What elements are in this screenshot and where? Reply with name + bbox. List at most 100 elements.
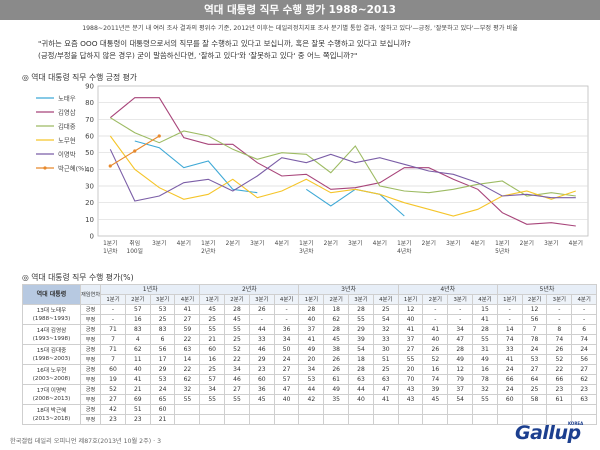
value-cell-negative bbox=[521, 414, 548, 425]
header-quarter: 1분기 bbox=[397, 294, 424, 305]
value-cell-positive: 37 bbox=[298, 324, 325, 335]
series-point-5 bbox=[108, 164, 112, 168]
row-type-positive: 긍정 bbox=[79, 364, 102, 375]
president-name: 13대 노태우 (1988~1993) bbox=[22, 304, 81, 325]
value-cell-positive: 18 bbox=[323, 304, 350, 315]
y-tick-label: 60 bbox=[85, 133, 94, 141]
value-cell-negative: 53 bbox=[521, 354, 548, 365]
header-quarter: 2분기 bbox=[224, 294, 250, 305]
value-cell-negative: 41 bbox=[298, 334, 325, 345]
value-cell-positive: 49 bbox=[298, 344, 325, 355]
value-cell-positive bbox=[447, 404, 474, 415]
value-cell-negative: 11 bbox=[124, 354, 151, 365]
x-tick-label: 3분기 bbox=[544, 239, 558, 247]
value-cell-positive: 41 bbox=[397, 324, 424, 335]
value-cell-negative: 45 bbox=[248, 394, 275, 405]
x-tick-label: 4분기 bbox=[569, 239, 583, 247]
value-cell-positive: 32 bbox=[472, 384, 498, 395]
table-row: 18대 박근혜 (2013~2018) 긍정 42 51 60 bbox=[22, 404, 598, 425]
value-cell-positive: 30 bbox=[372, 344, 399, 355]
question-line-1: "귀하는 요즘 OOO 대통령이 대통령으로서의 직무를 잘 수행하고 있다고 … bbox=[38, 39, 411, 48]
x-tick-label: 2분기 bbox=[422, 239, 436, 247]
value-cell-negative bbox=[496, 414, 523, 425]
value-cell-negative: 74 bbox=[546, 334, 573, 345]
value-cell-positive: 29 bbox=[348, 324, 374, 335]
value-cell-negative: 54 bbox=[372, 314, 399, 325]
value-cell-negative: 55 bbox=[224, 394, 250, 405]
value-cell-positive: 24 bbox=[496, 364, 523, 375]
row-type-negative: 부정 bbox=[79, 314, 102, 325]
table-section-label: 역대 대통령 직무 수행 평가(%) bbox=[31, 273, 134, 282]
value-cell-negative: 17 bbox=[149, 354, 176, 365]
footer-note: 한국갤럽 데일리 오피니언 제87호(2013년 10월 2주) · 3 bbox=[10, 438, 162, 445]
value-cell-positive: 44 bbox=[298, 384, 325, 395]
president-name: 18대 박근혜 (2013~2018) bbox=[22, 404, 81, 425]
value-cell-negative: 7 bbox=[100, 334, 126, 345]
x-tick-label: 2분기 bbox=[520, 239, 534, 247]
president-name: 17대 이명박 (2008~2013) bbox=[22, 384, 81, 405]
row-type-negative: 부정 bbox=[79, 334, 102, 345]
page-header: 역대 대통령 직무 수행 평가 1988~2013 bbox=[0, 0, 600, 20]
value-cell-negative: 60 bbox=[496, 394, 523, 405]
x-tick-label: 취임 bbox=[129, 239, 140, 247]
page-subtitle: 1988~2011년은 분기 내 여러 조사 결과의 평위수 기준, 2012년… bbox=[82, 25, 518, 32]
value-cell-negative: 61 bbox=[546, 394, 573, 405]
value-cell-negative: 78 bbox=[472, 374, 498, 385]
series-line-4 bbox=[109, 149, 576, 202]
value-cell-positive: 23 bbox=[546, 384, 573, 395]
x-tick-label: 2년차 bbox=[201, 247, 216, 255]
value-cell-positive: 47 bbox=[273, 384, 300, 395]
value-cell-positive: 24 bbox=[521, 344, 548, 355]
y-tick-label: 20 bbox=[85, 199, 94, 207]
value-cell-positive: 34 bbox=[298, 364, 325, 375]
x-tick-label: 2분기 bbox=[226, 239, 240, 247]
value-cell-negative: 49 bbox=[472, 354, 498, 365]
value-cell-positive: 23 bbox=[248, 364, 275, 375]
x-tick-label: 4분기 bbox=[471, 239, 485, 247]
value-cell-negative bbox=[546, 414, 573, 425]
value-cell-negative: - bbox=[496, 314, 523, 325]
row-type-negative: 부정 bbox=[79, 414, 102, 425]
value-cell-negative: 53 bbox=[149, 374, 176, 385]
value-cell-positive: 24 bbox=[496, 384, 523, 395]
value-cell-negative: 40 bbox=[298, 314, 325, 325]
value-cell-positive: 56 bbox=[149, 344, 176, 355]
value-cell-positive bbox=[546, 404, 573, 415]
header-quarter: 1분기 bbox=[298, 294, 325, 305]
table-row: 부정 7 4 6 22 21 25 33 34 41 45 39 33 37 40 47 55 74 78 74 74 bbox=[23, 334, 598, 345]
value-cell-negative: 47 bbox=[447, 334, 474, 345]
value-cell-negative: 62 bbox=[174, 374, 201, 385]
value-cell-positive: 26 bbox=[323, 364, 350, 375]
row-type-positive: 긍정 bbox=[79, 324, 102, 335]
value-cell-positive: 28 bbox=[298, 304, 325, 315]
term-years: (2013~2018) bbox=[32, 415, 71, 422]
x-tick-label: 4분기 bbox=[275, 239, 289, 247]
value-cell-positive: 41 bbox=[174, 304, 201, 315]
value-cell-positive: 22 bbox=[546, 364, 573, 375]
value-cell-negative: 7 bbox=[100, 354, 126, 365]
value-cell-negative: 49 bbox=[447, 354, 474, 365]
value-cell-negative bbox=[348, 414, 374, 425]
value-cell-positive bbox=[422, 404, 449, 415]
value-cell-negative: 74 bbox=[571, 334, 598, 345]
value-cell-negative: 51 bbox=[372, 354, 399, 365]
value-cell-positive: 44 bbox=[348, 384, 374, 395]
president-label: 17대 이명박 bbox=[36, 387, 67, 394]
value-cell-positive: 16 bbox=[472, 364, 498, 375]
value-cell-positive: 49 bbox=[323, 384, 350, 395]
value-cell-positive: 51 bbox=[124, 404, 151, 415]
value-cell-positive bbox=[348, 404, 374, 415]
term-years: (2008~2013) bbox=[32, 395, 71, 402]
value-cell-positive bbox=[323, 404, 350, 415]
value-cell-negative: 63 bbox=[372, 374, 399, 385]
value-cell-negative: 25 bbox=[199, 314, 226, 325]
value-cell-positive: 44 bbox=[248, 324, 275, 335]
value-cell-positive: 36 bbox=[248, 384, 275, 395]
header-quarter: 2분기 bbox=[323, 294, 350, 305]
president-name: 16대 노무현 (2003~2008) bbox=[22, 364, 81, 385]
value-cell-positive: 60 bbox=[199, 344, 226, 355]
legend-label: 노무현 bbox=[58, 137, 76, 145]
value-cell-negative: 19 bbox=[100, 374, 126, 385]
value-cell-negative: 34 bbox=[273, 334, 300, 345]
value-cell-negative: 42 bbox=[298, 394, 325, 405]
